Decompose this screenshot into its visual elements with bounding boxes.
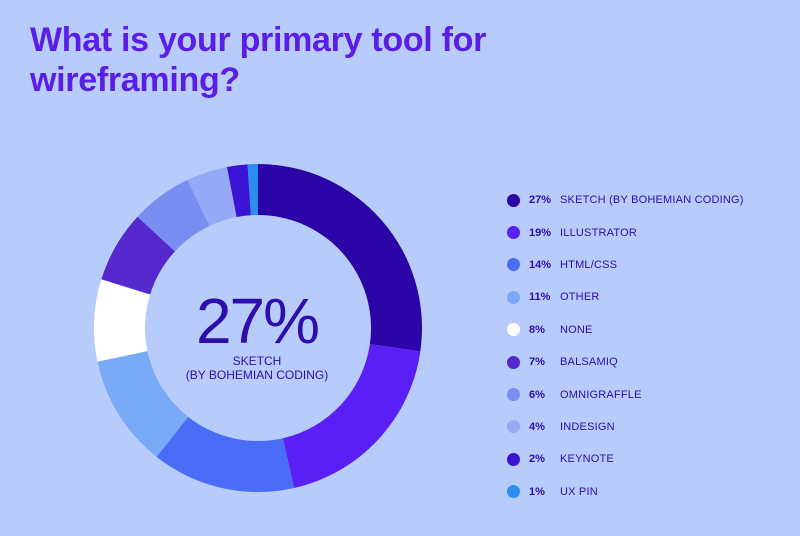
legend-label: INDESIGN	[560, 420, 615, 433]
legend-item: 11% OTHER	[507, 281, 744, 313]
legend-swatch	[507, 452, 520, 466]
donut-slice	[187, 166, 237, 226]
legend-label: HTML/CSS	[560, 258, 618, 271]
legend-percentage: 1%	[529, 485, 545, 498]
donut-center-label: 27% SKETCH (BY BOHEMIAN CODING)	[157, 288, 357, 382]
legend-label: ILLUSTRATOR	[560, 226, 637, 239]
donut-slice	[156, 416, 295, 492]
legend-label: OMNIGRAFFLE	[560, 388, 642, 401]
legend-label: KEYNOTE	[560, 453, 614, 466]
legend-swatch	[507, 290, 520, 304]
legend-item: 1% UX PIN	[507, 476, 744, 508]
legend-percentage: 8%	[529, 323, 545, 336]
legend-label: UX PIN	[560, 485, 598, 498]
donut-slice	[93, 279, 151, 362]
donut-slice	[97, 351, 189, 457]
legend-label: NONE	[560, 323, 593, 336]
legend-swatch	[507, 193, 520, 207]
center-percentage: 27%	[195, 285, 320, 357]
legend-percentage: 6%	[529, 388, 545, 401]
legend-item: 8% NONE	[507, 314, 744, 346]
legend-percentage: 7%	[529, 356, 545, 369]
legend-percentage: 11%	[529, 291, 551, 304]
donut-slice	[258, 164, 422, 352]
legend-item: 19% ILLUSTRATOR	[507, 216, 744, 248]
donut-slice	[226, 164, 251, 218]
legend-item: 14% HTML/CSS	[507, 249, 744, 281]
legend-label: SKETCH (BY BOHEMIAN CODING)	[560, 194, 744, 207]
legend-item: 7% BALSAMIQ	[507, 346, 744, 378]
legend-swatch	[507, 388, 520, 402]
donut-slice	[247, 164, 258, 216]
legend-percentage: 27%	[529, 194, 552, 207]
legend-item: 2% KEYNOTE	[507, 443, 744, 475]
legend-percentage: 2%	[529, 453, 545, 466]
legend-swatch	[507, 485, 520, 499]
legend-item: 27% SKETCH (BY BOHEMIAN CODING)	[507, 184, 744, 216]
legend-item: 6% OMNIGRAFFLE	[507, 378, 744, 410]
legend-percentage: 19%	[529, 226, 552, 239]
legend-percentage: 4%	[529, 420, 545, 433]
legend-swatch	[507, 258, 520, 272]
center-caption-line-1: SKETCH	[232, 354, 282, 368]
donut-slice	[101, 216, 175, 295]
legend-label: BALSAMIQ	[560, 356, 618, 369]
chart-legend: 27% SKETCH (BY BOHEMIAN CODING) 19% ILLUSTR…	[507, 184, 744, 508]
legend-swatch	[507, 226, 520, 240]
legend-swatch	[507, 355, 520, 369]
legend-item: 4% INDESIGN	[507, 411, 744, 443]
legend-label: OTHER	[560, 291, 600, 304]
legend-swatch	[507, 420, 520, 434]
chart-title: What is your primary tool for wireframin…	[30, 21, 487, 99]
center-caption-line-2: (BY BOHEMIAN CODING)	[185, 368, 329, 382]
donut-slice	[282, 344, 421, 488]
donut-slice	[137, 179, 210, 252]
legend-swatch	[507, 323, 520, 337]
legend-percentage: 14%	[529, 258, 552, 271]
